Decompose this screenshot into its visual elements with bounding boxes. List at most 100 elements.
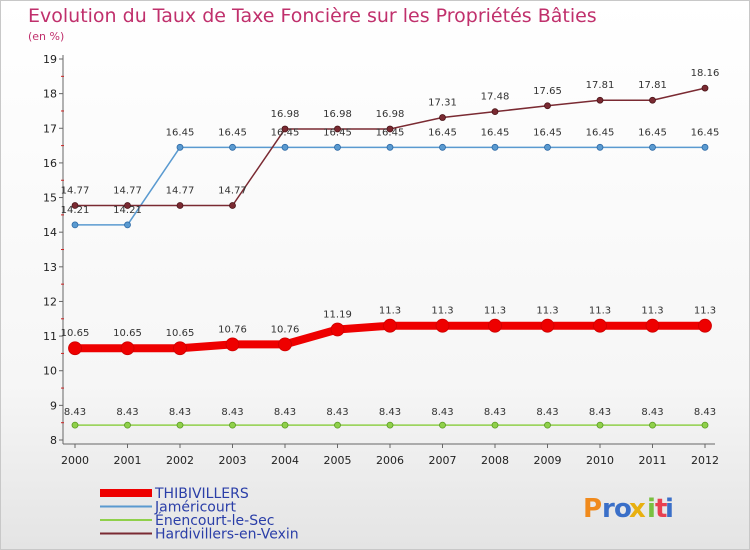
chart-subtitle: (en %): [28, 30, 64, 43]
data-point: [334, 421, 341, 429]
data-point: [176, 143, 184, 151]
data-point: [544, 421, 551, 429]
data-point: [225, 337, 240, 352]
data-point: [334, 143, 341, 151]
chart-title: Evolution du Taux de Taxe Foncière sur l…: [28, 5, 597, 27]
data-point: [386, 421, 394, 429]
legend-label: Énencourt-le-Sec: [155, 512, 274, 529]
data-label: 8.43: [326, 407, 348, 418]
data-point: [649, 421, 656, 429]
data-point: [229, 421, 236, 429]
x-tick-label: 2001: [114, 454, 142, 467]
logo-letter: i: [647, 494, 656, 524]
data-point: [435, 318, 450, 333]
data-point: [71, 421, 79, 429]
data-label: 17.81: [586, 80, 615, 91]
data-label: 11.3: [694, 306, 716, 317]
data-point: [488, 318, 502, 333]
data-point: [281, 143, 289, 151]
data-label: 8.43: [694, 407, 716, 418]
data-label: 8.43: [64, 407, 86, 418]
logo-letter: P: [583, 494, 602, 524]
legend-label: Hardivillers-en-Vexin: [155, 527, 299, 543]
data-label: 10.76: [218, 324, 247, 335]
data-label: 16.45: [166, 127, 195, 138]
data-point: [439, 421, 446, 429]
data-label: 16.45: [428, 127, 457, 138]
y-tick-label: 19: [43, 53, 57, 66]
data-point: [439, 143, 446, 151]
data-label: 10.65: [61, 328, 90, 339]
data-label: 16.45: [376, 127, 405, 138]
legend: THIBIVILLERSJaméricourtÉnencourt-le-SecH…: [100, 486, 299, 543]
x-tick-label: 2004: [271, 454, 299, 467]
x-tick-label: 2010: [586, 454, 614, 467]
data-point: [124, 221, 131, 229]
data-label: 10.65: [113, 328, 142, 339]
data-label: 16.45: [586, 127, 615, 138]
data-label: 8.43: [169, 407, 191, 418]
data-point: [71, 221, 79, 229]
data-label: 8.43: [221, 407, 243, 418]
x-tick-label: 2000: [61, 454, 89, 467]
data-label: 14.77: [61, 186, 90, 197]
x-tick-label: 2009: [534, 454, 562, 467]
legend-label: Jaméricourt: [154, 500, 236, 516]
y-tick-label: 12: [43, 295, 57, 308]
data-point: [386, 143, 394, 151]
data-point: [386, 125, 394, 133]
data-point: [173, 341, 187, 356]
data-point: [124, 202, 131, 209]
data-point: [596, 421, 604, 429]
x-tick-label: 2008: [481, 454, 509, 467]
data-point: [68, 341, 82, 356]
data-point: [645, 318, 660, 333]
data-labels: 10.65 10.65 10.65 10.76 10.76 11.19 11.3 11.3 11…: [61, 68, 720, 418]
data-label: 10.65: [166, 328, 195, 339]
data-label: 8.43: [116, 407, 138, 418]
data-label: 11.3: [641, 306, 663, 317]
data-label: 16.45: [638, 127, 667, 138]
data-point: [120, 341, 135, 356]
data-point: [491, 143, 499, 151]
y-tick-label: 18: [43, 88, 57, 101]
data-point: [281, 421, 289, 429]
data-point: [229, 202, 236, 209]
data-point: [544, 143, 551, 151]
data-label: 14.21: [113, 205, 142, 216]
data-point: [649, 143, 656, 151]
y-tick-label: 9: [50, 399, 57, 412]
data-point: [176, 421, 184, 429]
data-label: 16.98: [376, 109, 405, 120]
logo-letter: t: [655, 494, 667, 524]
data-point: [229, 143, 236, 151]
data-label: 17.31: [428, 98, 457, 109]
y-tick-label: 8: [50, 434, 57, 447]
data-point: [649, 96, 656, 104]
data-label: 16.98: [323, 109, 352, 120]
data-point: [330, 322, 345, 337]
data-label: 11.3: [589, 306, 611, 317]
data-point: [491, 108, 499, 116]
data-label: 14.77: [218, 186, 247, 197]
data-point: [540, 318, 555, 333]
data-point: [334, 125, 341, 133]
data-point: [278, 337, 292, 352]
x-tick-label: 2002: [166, 454, 194, 467]
data-point: [281, 125, 289, 133]
data-point: [491, 421, 499, 429]
data-label: 16.45: [691, 127, 720, 138]
data-label: 8.43: [431, 407, 453, 418]
data-point: [593, 318, 607, 333]
data-point: [701, 84, 709, 92]
x-ticks: 2000 2001 2002 2003 2004 2005 2006 2007 2008 2009…: [61, 444, 719, 467]
data-label: 16.45: [323, 127, 352, 138]
data-label: 8.43: [379, 407, 401, 418]
data-point: [701, 421, 709, 429]
data-label: 11.3: [484, 306, 506, 317]
data-point: [698, 318, 712, 333]
data-label: 11.3: [431, 306, 453, 317]
